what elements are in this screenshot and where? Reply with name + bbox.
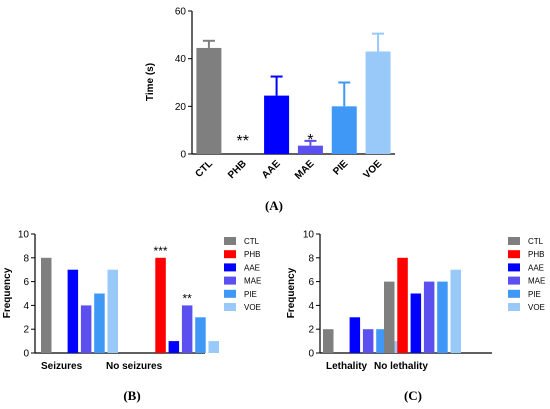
chart-b-legend-swatch-pie [224,289,236,298]
chart-b-legend-label-aae: AAE [244,263,260,272]
panel-label-a: (A) [265,198,283,213]
chart-c-bar-no-lethality-mae [423,281,435,353]
chart-a-bar-pie [331,106,357,154]
chart-b-legend-swatch-mae [224,276,236,285]
chart-c-bar-no-lethality-ctl [384,281,395,353]
chart-a-category-label-pie: PIE [331,158,350,177]
chart-c-legend-label-voe: VOE [528,303,545,312]
chart-c-bar-lethality-pie [376,329,387,353]
chart-b-legend-swatch-phb [224,250,236,259]
chart-c-legend-swatch-voe [508,303,520,311]
chart-a-y-axis-label: Time (s) [145,63,156,101]
chart-b-y-tick-label: 8 [23,253,29,264]
chart-c-bar-lethality-voe [389,341,400,353]
chart-a-bar-voe [365,51,391,155]
chart-a-category-label-ctl: CTL [194,158,216,180]
chart-b-legend-label-phb: PHB [244,250,260,259]
chart-a-y-tick-label: 60 [175,7,187,18]
chart-b-legend-label-mae: MAE [244,277,261,286]
chart-b-y-tick-label: 4 [23,301,29,312]
chart-c-legend-label-phb: PHB [528,250,544,259]
chart-b-bar-no-seizures-voe [208,341,219,353]
chart-c-y-tick-label: 4 [308,301,314,312]
chart-a-y-tick-label: 40 [175,54,187,65]
chart-b-legend-label-ctl: CTL [244,237,260,246]
chart-c-bar-no-lethality-aae [410,293,422,353]
chart-a-category-label-mae: MAE [293,158,317,182]
chart-a-y-tick-label: 20 [175,102,187,113]
panel-label-b: (B) [123,388,140,403]
chart-a-bar-aae [264,95,290,154]
chart-c-bar-lethality-aae [349,317,361,353]
chart-a-significance-mae: * [307,132,313,149]
chart-a-bar-ctl [196,47,222,154]
chart-c-legend-swatch-mae [508,276,520,285]
chart-c-legend-label-pie: PIE [528,290,541,299]
chart-b-bar-seizures-voe [107,269,118,353]
chart-c-bar-no-lethality-pie [437,281,448,353]
chart-c-legend-swatch-ctl [508,237,520,245]
chart-c: 0 2 4 6 8 10 Frequency Lethality No lethality CTL… [286,230,545,404]
chart-b-legend-swatch-voe [224,303,236,311]
chart-c-legend-label-ctl: CTL [528,237,544,246]
chart-b-bar-no-seizures-phb [155,257,166,353]
chart-b-category-label-no-seizures: No seizures [106,361,163,372]
chart-b-category-label-seizures: Seizures [41,361,83,372]
chart-c-y-axis-label: Frequency [286,267,297,318]
chart-b-bar-seizures-mae [80,305,92,353]
chart-c-y-tick-label: 8 [308,253,314,264]
chart-c-bar-lethality-ctl [323,329,334,353]
chart-b-legend-label-pie: PIE [244,290,257,299]
chart-c-legend-swatch-pie [508,289,520,298]
chart-c-legend-label-aae: AAE [528,263,544,272]
chart-b-bar-no-seizures-mae [181,305,193,353]
chart-b-y-axis-label: Frequency [2,267,13,318]
chart-b-bar-seizures-aae [67,269,79,353]
chart-a-significance-phb: ** [237,133,249,150]
chart-a: 0 20 40 60 Time (s) CTL ** PHB AAE * MAE PIE VOE (A) [145,7,395,213]
chart-b-significance-phb: *** [154,244,168,258]
chart-c-y-tick-label: 2 [308,325,314,336]
panel-label-c: (C) [404,388,422,403]
chart-c-category-label-lethality: Lethality [326,361,368,372]
chart-a-bar-mae [297,145,323,154]
chart-b-y-tick-label: 6 [23,277,29,288]
chart-b-y-tick-label: 0 [23,349,29,360]
chart-b-bar-seizures-ctl [41,257,52,353]
chart-c-bar-no-lethality-voe [450,269,461,353]
chart-b-legend-swatch-ctl [224,237,236,245]
chart-b-y-tick-label: 10 [18,230,30,241]
chart-c-y-tick-label: 0 [308,349,314,360]
chart-c-legend-swatch-phb [508,250,520,259]
chart-b-significance-mae: ** [182,291,192,305]
chart-b-bar-no-seizures-aae [168,341,180,353]
chart-c-y-tick-label: 6 [308,277,314,288]
chart-c-legend-label-mae: MAE [528,277,545,286]
chart-c-bar-lethality-mae [362,329,374,353]
chart-a-y-tick-label: 0 [180,150,186,161]
chart-c-bar-no-lethality-phb [397,257,408,353]
chart-c-category-label-no-lethality: No lethality [374,361,428,372]
chart-a-category-label-aae: AAE [260,158,283,181]
chart-c-y-tick-label: 10 [303,230,315,241]
chart-a-category-label-voe: VOE [361,158,384,181]
chart-b-bar-no-seizures-pie [195,317,206,353]
chart-c-legend-swatch-aae [508,263,520,272]
chart-a-category-label-phb: PHB [226,158,249,181]
chart-b-legend-swatch-aae [224,263,236,272]
chart-b-legend-label-voe: VOE [244,303,261,312]
chart-b-y-tick-label: 2 [23,325,29,336]
chart-b-bar-seizures-pie [94,293,105,353]
